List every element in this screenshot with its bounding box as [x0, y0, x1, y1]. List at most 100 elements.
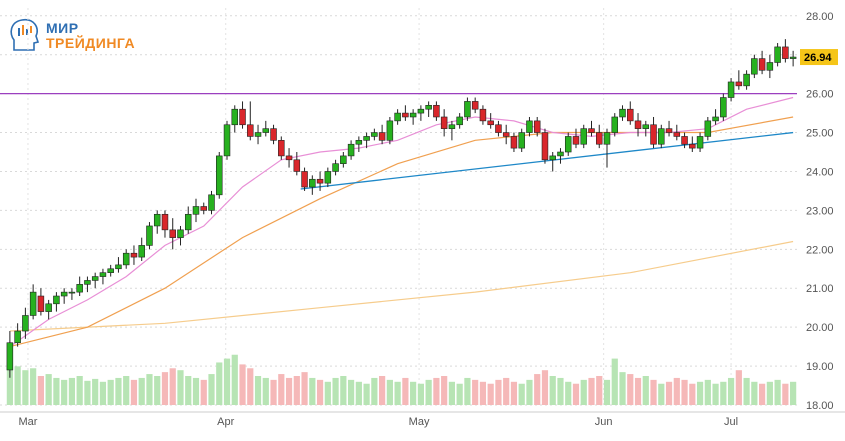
- candle-body: [487, 120, 494, 126]
- candle-body: [557, 151, 564, 157]
- x-tick-label: Jul: [724, 416, 738, 428]
- candle-body: [68, 291, 76, 294]
- candle-body: [216, 155, 223, 196]
- candle-body: [99, 272, 107, 277]
- candle-body: [107, 268, 114, 273]
- y-tick-label: 28.00: [806, 11, 834, 23]
- candle-body: [743, 73, 750, 87]
- candle-body: [254, 132, 262, 137]
- candle-body: [309, 178, 316, 188]
- logo-line-1: МИР: [46, 20, 79, 36]
- volume-bar: [580, 379, 587, 405]
- volume-bar: [696, 381, 704, 405]
- volume-bar: [402, 377, 409, 405]
- volume-bar: [293, 376, 300, 405]
- candle-body: [704, 120, 712, 137]
- candle-body: [386, 120, 394, 141]
- candle-body: [518, 132, 525, 149]
- candle-body: [192, 206, 200, 215]
- volume-bar: [518, 383, 525, 405]
- volume-bar: [324, 381, 331, 405]
- last-price-label: 26.94: [804, 52, 832, 64]
- volume-bar: [200, 379, 207, 405]
- volume-bar: [417, 383, 424, 405]
- candle-body: [588, 128, 595, 133]
- volume-bar: [355, 381, 362, 405]
- candle-body: [611, 116, 619, 133]
- volume-bar: [379, 376, 386, 405]
- volume-bar: [394, 381, 401, 405]
- candle-body: [29, 291, 37, 316]
- candle-body: [627, 108, 634, 122]
- volume-bar: [6, 362, 13, 405]
- volume-bar: [386, 379, 393, 405]
- volume-bar: [22, 370, 29, 405]
- volume-bar: [278, 374, 285, 405]
- volume-bar: [596, 376, 603, 405]
- candle-body: [564, 136, 572, 153]
- candle-body: [456, 116, 463, 126]
- volume-bar: [161, 372, 169, 405]
- volume-bar: [231, 354, 238, 405]
- volume-bar: [487, 383, 494, 405]
- volume-bar: [363, 383, 370, 405]
- y-tick-label: 18.00: [806, 400, 834, 412]
- volume-bar: [720, 381, 727, 405]
- volume-bar: [774, 379, 781, 405]
- candle-body: [689, 143, 696, 149]
- candle-body: [619, 108, 626, 118]
- volume-bar: [611, 358, 618, 405]
- volume-bar: [665, 381, 673, 405]
- volume-bar: [45, 374, 52, 405]
- logo-line-2: ТРЕЙДИНГА: [46, 35, 136, 51]
- candle-body: [782, 46, 789, 59]
- volume-bar: [658, 383, 665, 405]
- y-tick-label: 25.00: [806, 128, 834, 140]
- candle-body: [572, 136, 580, 145]
- volume-bar: [146, 374, 153, 405]
- volume-bar: [549, 376, 556, 405]
- candle-body: [448, 124, 456, 129]
- candle-body: [712, 116, 719, 122]
- volume-bar: [332, 377, 339, 405]
- candle-body: [316, 178, 324, 184]
- candle-body: [464, 101, 471, 118]
- candle-body: [340, 155, 347, 164]
- volume-bar: [37, 376, 44, 405]
- volume-bar: [751, 381, 758, 405]
- candle-body: [200, 206, 207, 211]
- candle-body: [394, 112, 401, 122]
- candle-body: [681, 136, 688, 145]
- candle-body: [402, 112, 409, 118]
- volume-bar: [735, 370, 742, 405]
- x-tick-label: May: [409, 416, 430, 428]
- y-tick-label: 23.00: [806, 205, 834, 217]
- volume-bar: [92, 378, 99, 405]
- candle-body: [658, 128, 665, 145]
- volume-bar: [177, 370, 184, 405]
- volume-bar: [456, 383, 463, 405]
- volume-bar: [53, 377, 60, 405]
- candle-body: [471, 101, 479, 110]
- candle-body: [363, 136, 370, 141]
- volume-bar: [99, 381, 107, 405]
- volume-bar: [410, 381, 417, 405]
- volume-bar: [634, 377, 642, 405]
- candle-body: [596, 132, 603, 145]
- volume-bar: [557, 377, 564, 405]
- volume-bar: [340, 376, 347, 405]
- volume-bar: [479, 381, 487, 405]
- candle-body: [720, 97, 727, 118]
- candle-body: [324, 171, 332, 184]
- candle-body: [774, 46, 781, 63]
- y-tick-label: 21.00: [806, 283, 834, 295]
- candle-body: [14, 330, 21, 344]
- candle-body: [479, 108, 487, 122]
- candle-body: [355, 140, 363, 145]
- candle-body: [223, 124, 231, 157]
- volume-bar: [262, 377, 269, 405]
- y-tick-label: 19.00: [806, 361, 834, 373]
- candle-body: [526, 120, 533, 133]
- volume-bar: [464, 377, 471, 405]
